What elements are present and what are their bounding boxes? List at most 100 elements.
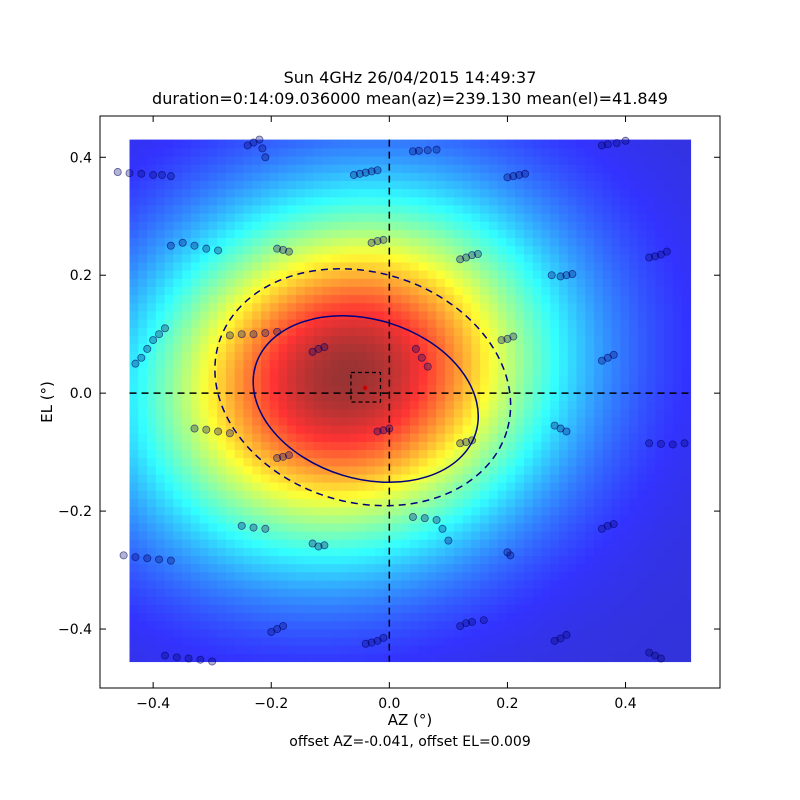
heatmap-cell [646,294,657,304]
heatmap-cell [418,490,429,499]
heatmap-cell [576,433,586,442]
scan-point [603,521,612,530]
heatmap-cell [480,539,490,548]
heatmap-cell [129,555,139,565]
heatmap-cell [129,278,139,287]
heatmap-cell [331,376,341,385]
heatmap-cell [313,457,323,467]
heatmap-cell [550,555,560,565]
heatmap-cell [383,310,394,320]
heatmap-cell [655,155,665,165]
heatmap-cell [129,212,139,222]
heatmap-cell [515,522,525,532]
heatmap-cell [532,612,543,622]
heatmap-cell [541,579,551,589]
heatmap-cell [208,172,218,181]
heatmap-cell [155,139,166,149]
heatmap-cell [480,604,490,614]
heatmap-cell [331,164,341,173]
heatmap-cell [418,571,429,581]
heatmap-cell [366,596,376,605]
heatmap-cell [366,514,376,524]
heatmap-cell [366,539,376,548]
heatmap-cell [138,400,148,410]
heatmap-cell [269,318,280,328]
heatmap-cell [225,645,236,654]
heatmap-cell [480,620,490,630]
heatmap-cell [453,327,464,336]
heatmap-cell [532,261,543,271]
heatmap-cell [620,506,630,516]
heatmap-cell [418,310,429,320]
heatmap-cell [646,637,657,646]
heatmap-cell [296,555,306,565]
heatmap-cell [523,620,534,630]
heatmap-cell [304,522,315,532]
heatmap-cell [646,384,657,393]
heatmap-cell [374,327,385,336]
heatmap-cell [401,571,411,581]
heatmap-cell [173,465,183,475]
heatmap-cell [401,555,411,565]
heatmap-cell [672,310,683,320]
heatmap-cell [576,188,586,198]
heatmap-cell [672,294,683,304]
heatmap-cell [497,588,508,597]
heatmap-cell [585,588,595,597]
scan-point [190,241,199,250]
heatmap-cell [225,245,236,255]
heatmap-cell [313,433,323,442]
heatmap-cell [655,637,665,646]
heatmap-cell [357,180,367,190]
heatmap-cell [190,351,201,361]
heatmap-cell [655,294,665,304]
heatmap-cell [269,204,280,214]
heatmap-cell [331,335,341,345]
heatmap-cell [138,408,148,418]
heatmap-cell [602,351,613,361]
heatmap-cell [339,253,350,263]
heatmap-cell [594,563,604,573]
heatmap-cell [410,327,420,336]
heatmap-cell [655,473,665,483]
heatmap-cell [672,604,683,614]
heatmap-cell [129,172,139,181]
heatmap-cell [576,212,586,222]
heatmap-cell [339,596,350,605]
heatmap-cell [532,384,543,393]
heatmap-cell [313,441,323,451]
heatmap-cell [374,400,385,410]
heatmap-cell [462,139,472,149]
heatmap-cell [664,139,674,149]
heatmap-cell [252,620,262,630]
scan-point [417,353,426,362]
scan-point [497,336,506,345]
heatmap-cell [339,498,350,508]
heatmap-cell [208,588,218,597]
heatmap-cell [672,653,683,663]
heatmap-cell [374,628,385,638]
heatmap-cell [611,286,621,296]
heatmap-cell [488,563,499,573]
heatmap-cell [523,441,534,451]
heatmap-cell [515,645,525,654]
heatmap-cell [138,637,148,646]
heatmap-cell [225,604,236,614]
heatmap-cell [269,278,280,287]
heatmap-cell [331,294,341,304]
heatmap-cell [523,335,534,345]
heatmap-cell [532,237,543,247]
heatmap-cell [620,294,630,304]
heatmap-cell [339,188,350,198]
heatmap-cell [190,547,201,557]
heatmap-cell [445,579,455,589]
heatmap-cell [576,261,586,271]
heatmap-cell [672,221,683,230]
heatmap-cell [629,237,639,247]
heatmap-cell [182,457,192,467]
heatmap-cell [602,294,613,304]
heatmap-cell [559,237,569,247]
heatmap-cell [488,318,499,328]
heatmap-cell [296,620,306,630]
heatmap-cell [480,547,490,557]
